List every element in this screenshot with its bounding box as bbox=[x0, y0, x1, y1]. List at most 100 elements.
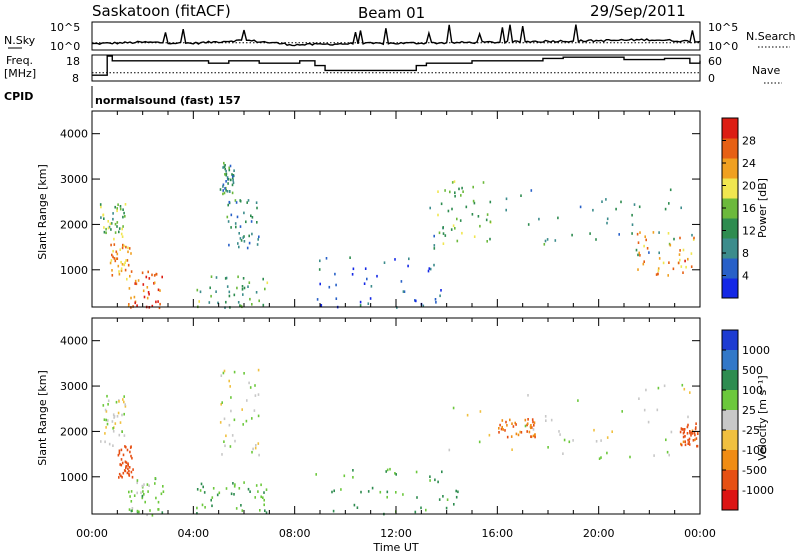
range-cell bbox=[243, 372, 245, 375]
range-cell bbox=[262, 496, 264, 499]
range-cell bbox=[528, 430, 531, 434]
range-cell bbox=[679, 249, 681, 252]
range-cell bbox=[460, 194, 462, 197]
range-cell bbox=[455, 495, 458, 499]
y-tick-label: 2000 bbox=[60, 425, 88, 438]
range-cell bbox=[141, 484, 144, 488]
range-cell bbox=[128, 469, 130, 473]
range-cell bbox=[319, 282, 321, 286]
y-tick-label: 1000 bbox=[60, 264, 88, 277]
range-cell bbox=[133, 295, 136, 299]
range-cell bbox=[154, 477, 157, 480]
x-tick-label: 20:00 bbox=[583, 527, 615, 540]
range-cell bbox=[121, 227, 123, 231]
range-cell bbox=[241, 285, 244, 288]
range-cell bbox=[120, 458, 123, 461]
range-cell bbox=[196, 288, 199, 292]
range-cell bbox=[447, 209, 450, 213]
velocity-colorbar-label: Velocity [m s⁻¹] bbox=[756, 375, 769, 460]
range-cell bbox=[245, 220, 247, 224]
range-cell bbox=[125, 245, 127, 249]
range-cell bbox=[154, 482, 156, 485]
range-cell bbox=[210, 498, 212, 502]
range-cell bbox=[621, 410, 623, 413]
range-cell bbox=[103, 217, 105, 220]
range-cell bbox=[471, 213, 474, 216]
range-cell bbox=[505, 197, 508, 201]
range-cell bbox=[451, 207, 453, 211]
range-cell bbox=[359, 300, 362, 304]
range-cell bbox=[147, 270, 149, 274]
range-cell bbox=[130, 509, 133, 513]
range-cell bbox=[437, 480, 439, 484]
range-cell bbox=[120, 269, 123, 273]
colorbar-tick-label: 16 bbox=[742, 202, 756, 215]
colorbar-swatch bbox=[722, 350, 738, 371]
range-cell bbox=[512, 425, 515, 428]
range-cell bbox=[682, 428, 684, 431]
range-cell bbox=[691, 432, 694, 435]
range-cell bbox=[248, 281, 251, 284]
range-cell bbox=[526, 422, 529, 425]
range-cell bbox=[227, 178, 230, 181]
range-cell bbox=[691, 233, 693, 237]
range-cell bbox=[394, 258, 396, 261]
range-cell bbox=[255, 484, 258, 487]
range-cell bbox=[684, 259, 686, 263]
range-cell bbox=[229, 445, 232, 448]
range-cell bbox=[238, 245, 240, 249]
range-cell bbox=[225, 434, 227, 438]
range-cell bbox=[120, 474, 122, 478]
range-cell bbox=[104, 408, 107, 412]
x-tick-label: 12:00 bbox=[380, 527, 412, 540]
range-cell bbox=[107, 226, 110, 230]
range-cell bbox=[656, 408, 659, 412]
range-cell bbox=[544, 239, 547, 243]
colorbar-tick-label: -100 bbox=[742, 444, 767, 457]
range-cell bbox=[200, 482, 203, 486]
range-cell bbox=[611, 430, 613, 433]
range-cell bbox=[454, 194, 456, 198]
colorbar-swatch bbox=[722, 278, 738, 299]
range-cell bbox=[243, 286, 246, 290]
range-cell bbox=[222, 166, 224, 169]
x-tick-label: 00:00 bbox=[684, 527, 716, 540]
nave-label: Nave bbox=[752, 64, 780, 77]
range-cell bbox=[123, 434, 126, 437]
range-cell bbox=[228, 379, 230, 383]
range-cell bbox=[683, 387, 686, 391]
range-cell bbox=[114, 422, 117, 425]
range-cell bbox=[115, 400, 118, 404]
range-cell bbox=[249, 386, 252, 389]
range-cell bbox=[262, 303, 265, 307]
range-cell bbox=[235, 201, 238, 204]
range-cell bbox=[510, 435, 513, 438]
range-cell bbox=[684, 440, 686, 443]
range-cell bbox=[237, 275, 239, 279]
range-cell bbox=[637, 268, 639, 271]
range-cell bbox=[237, 301, 240, 304]
range-cell bbox=[126, 471, 129, 475]
range-cell bbox=[107, 399, 110, 403]
range-cell bbox=[690, 431, 693, 434]
range-cell bbox=[636, 232, 639, 236]
range-cell bbox=[118, 449, 121, 453]
range-cell bbox=[685, 265, 687, 269]
range-cell bbox=[429, 267, 432, 271]
range-cell bbox=[453, 180, 456, 183]
range-cell bbox=[252, 447, 254, 451]
range-cell bbox=[106, 422, 109, 426]
range-cell bbox=[125, 259, 127, 262]
range-cell bbox=[665, 438, 667, 442]
range-cell bbox=[353, 503, 356, 507]
range-cell bbox=[461, 231, 463, 235]
range-cell bbox=[448, 448, 451, 452]
colorbar-tick-label: 100 bbox=[742, 384, 763, 397]
range-cell bbox=[554, 239, 557, 242]
range-cell bbox=[506, 435, 509, 439]
range-cell bbox=[453, 503, 455, 506]
y-tick-label: 2000 bbox=[60, 218, 88, 231]
range-cell bbox=[118, 400, 120, 403]
range-cell bbox=[109, 222, 112, 226]
range-cell bbox=[534, 435, 536, 439]
